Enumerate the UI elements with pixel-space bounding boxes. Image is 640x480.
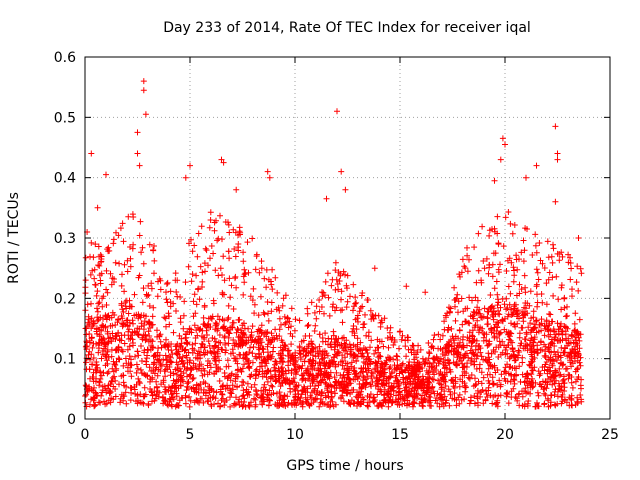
x-tick-label: 25 — [601, 427, 619, 443]
y-tick-label: 0.5 — [54, 110, 76, 126]
data-points — [82, 78, 585, 410]
y-tick-label: 0.1 — [54, 352, 76, 368]
y-tick-label: 0.4 — [54, 171, 76, 187]
x-tick-label: 10 — [286, 427, 304, 443]
y-tick-label: 0.6 — [54, 50, 76, 66]
axis-ticks: 0 5 10 15 20 25 0 0.1 0.2 0.3 0.4 0.5 0.6 — [54, 50, 619, 443]
x-tick-label: 20 — [496, 427, 514, 443]
y-tick-label: 0.3 — [54, 231, 76, 247]
x-axis-label: GPS time / hours — [286, 458, 403, 474]
y-axis-label: ROTI / TECUs — [6, 192, 22, 284]
roti-sample-markers — [82, 78, 585, 410]
x-tick-label: 5 — [186, 427, 195, 443]
gridlines — [85, 57, 610, 419]
chart-title: Day 233 of 2014, Rate Of TEC Index for r… — [163, 20, 531, 36]
y-tick-label: 0 — [67, 412, 76, 428]
y-tick-label: 0.2 — [54, 291, 76, 307]
x-tick-label: 0 — [81, 427, 90, 443]
x-tick-label: 15 — [391, 427, 409, 443]
